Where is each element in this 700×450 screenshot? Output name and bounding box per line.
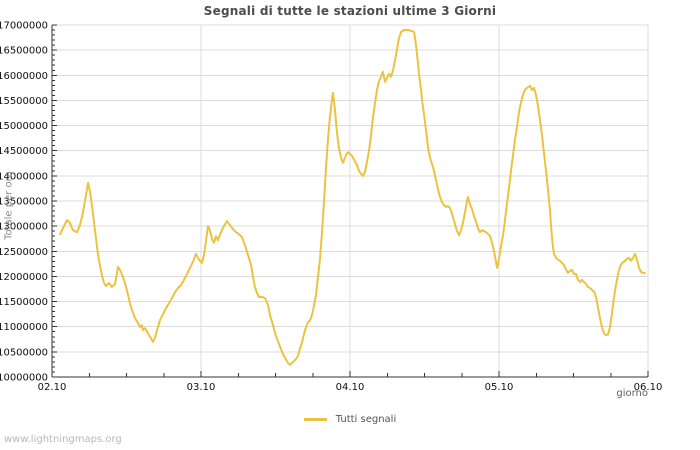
svg-text:13000000: 13000000 <box>0 222 48 233</box>
signal-series-line <box>59 29 646 366</box>
svg-text:04.10: 04.10 <box>336 382 365 393</box>
svg-text:02.10: 02.10 <box>38 382 67 393</box>
svg-text:15000000: 15000000 <box>0 121 48 132</box>
y-tick-labels: 10000000 10500000 11000000 11500000 12000000… <box>0 21 48 384</box>
watermark-text: www.lightningmaps.org <box>4 434 122 445</box>
svg-text:10500000: 10500000 <box>0 347 48 358</box>
x-axis-title: giorno <box>616 388 648 399</box>
chart-legend: Tutti segnali <box>0 414 700 425</box>
svg-text:13500000: 13500000 <box>0 197 48 208</box>
svg-text:06.10: 06.10 <box>634 382 663 393</box>
x-tick-labels: 02.10 03.10 04.10 05.10 06.10 <box>38 382 663 393</box>
y-axis-title: Totale per ora <box>3 171 15 240</box>
svg-text:14500000: 14500000 <box>0 146 48 157</box>
svg-text:16500000: 16500000 <box>0 46 48 57</box>
svg-text:14000000: 14000000 <box>0 171 48 182</box>
series-line-icon <box>303 418 327 421</box>
svg-text:05.10: 05.10 <box>485 382 514 393</box>
svg-text:10000000: 10000000 <box>0 373 48 384</box>
svg-text:03.10: 03.10 <box>187 382 216 393</box>
chart-title: Segnali di tutte le stazioni ultime 3 Gi… <box>203 4 497 18</box>
axis-border <box>51 25 648 378</box>
svg-text:15500000: 15500000 <box>0 96 48 107</box>
svg-text:16000000: 16000000 <box>0 71 48 82</box>
legend-label: Tutti segnali <box>335 414 397 425</box>
svg-text:17000000: 17000000 <box>0 21 48 32</box>
svg-text:12000000: 12000000 <box>0 272 48 283</box>
svg-text:11000000: 11000000 <box>0 322 48 333</box>
svg-text:12500000: 12500000 <box>0 247 48 258</box>
grid-lines <box>52 24 649 377</box>
svg-text:11500000: 11500000 <box>0 297 48 308</box>
